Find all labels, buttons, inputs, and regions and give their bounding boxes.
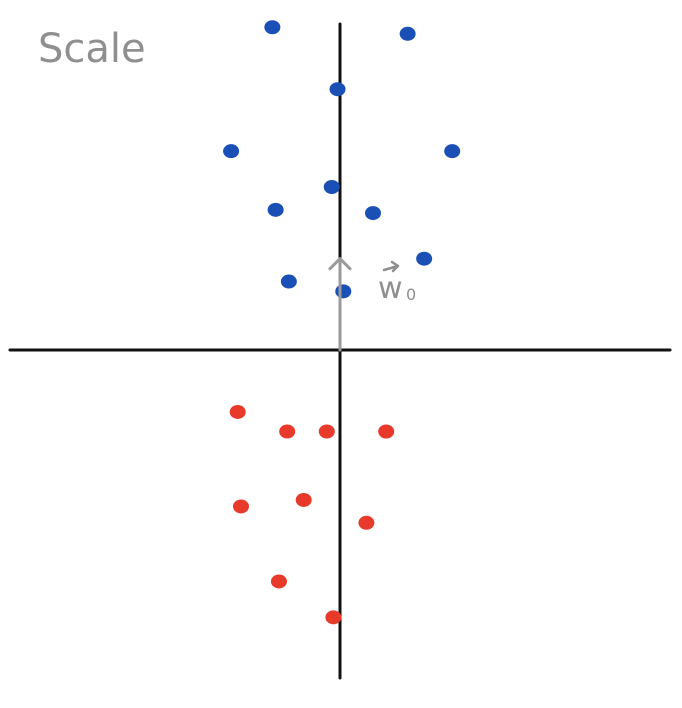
blue-point xyxy=(335,284,351,298)
vector-label-arrow-icon xyxy=(384,262,398,271)
red-point xyxy=(279,425,295,439)
red-point xyxy=(319,425,335,439)
red-point xyxy=(378,425,394,439)
blue-point xyxy=(365,206,381,220)
red-point xyxy=(325,610,341,624)
blue-point xyxy=(444,144,460,158)
weight-vector xyxy=(330,259,350,350)
blue-point xyxy=(330,82,346,96)
red-point xyxy=(233,499,249,513)
red-point xyxy=(230,405,246,419)
data-points-layer xyxy=(223,20,460,624)
blue-point xyxy=(416,252,432,266)
blue-point xyxy=(281,275,297,289)
blue-point xyxy=(400,27,416,41)
blue-point xyxy=(324,180,340,194)
vector-label-letter: w xyxy=(378,271,403,306)
red-point xyxy=(358,516,374,530)
blue-point xyxy=(223,144,239,158)
weight-vector-label: w 0 xyxy=(378,262,416,306)
red-point xyxy=(296,493,312,507)
vector-label-subscript: 0 xyxy=(406,285,416,304)
blue-point xyxy=(268,203,284,217)
diagram-title: Scale xyxy=(38,26,146,72)
red-point xyxy=(271,574,287,588)
blue-point xyxy=(264,20,280,34)
